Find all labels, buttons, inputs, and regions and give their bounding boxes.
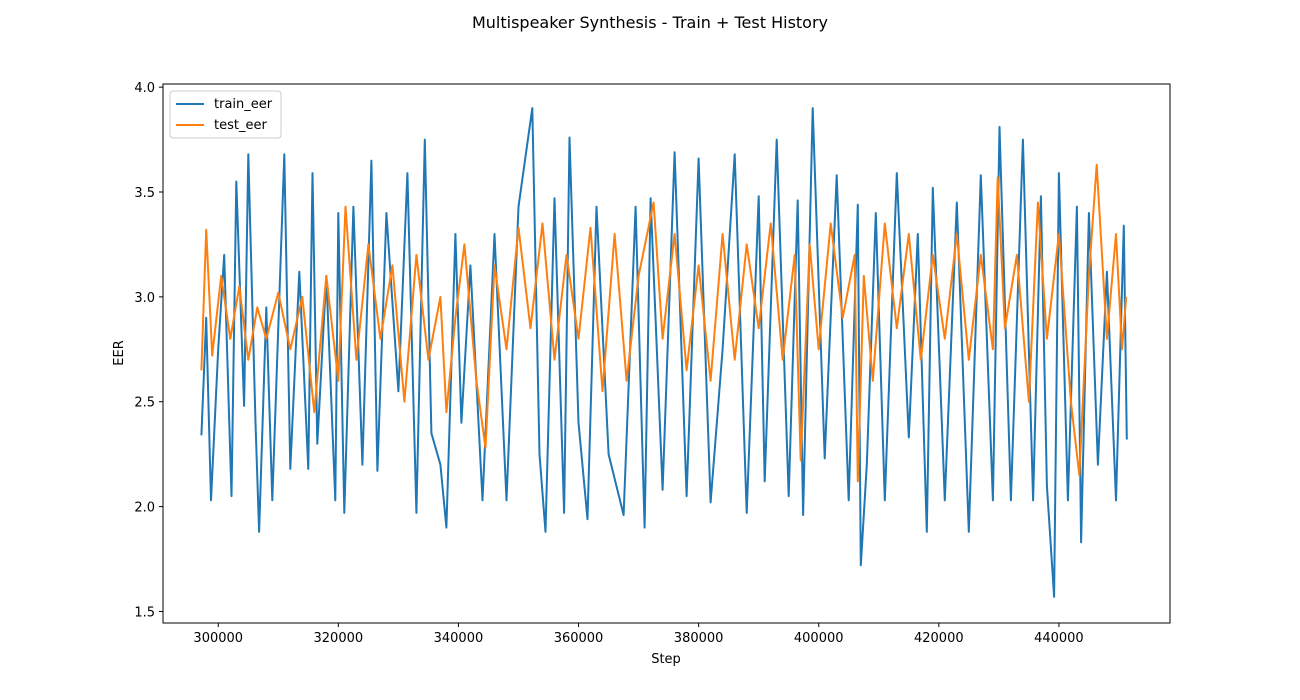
x-tick-label: 300000: [193, 631, 243, 646]
x-tick-label: 420000: [914, 631, 964, 646]
x-tick-label: 400000: [794, 631, 844, 646]
legend-box: [169, 90, 282, 139]
plot-area: [200, 107, 1128, 598]
x-tick-label: 320000: [314, 631, 364, 646]
x-tick-label: 380000: [674, 631, 724, 646]
legend-label-test-eer: test_eer: [214, 118, 267, 133]
legend: train_eer test_eer: [169, 90, 282, 139]
y-tick-label: 1.5: [134, 605, 155, 620]
y-tick-label: 3.0: [134, 291, 155, 306]
y-axis-ticks: 1.5 2.0 2.5 3.0 3.5 4.0: [134, 81, 163, 620]
x-tick-label: 340000: [434, 631, 484, 646]
axes-frame: [162, 83, 1171, 624]
x-axis-ticks: 300000 320000 340000 360000 380000 400000 4200…: [193, 623, 1084, 646]
y-tick-label: 2.0: [134, 501, 155, 516]
series-line-test-eer: [200, 163, 1128, 483]
y-axis-label: EER: [112, 340, 127, 365]
chart-title: Multispeaker Synthesis - Train + Test Hi…: [472, 13, 828, 32]
y-tick-label: 2.5: [134, 396, 155, 411]
x-tick-label: 440000: [1034, 631, 1084, 646]
x-tick-label: 360000: [554, 631, 604, 646]
y-tick-label: 3.5: [134, 186, 155, 201]
y-tick-label: 4.0: [134, 81, 155, 96]
legend-label-train-eer: train_eer: [214, 97, 273, 112]
x-axis-label: Step: [651, 652, 681, 667]
